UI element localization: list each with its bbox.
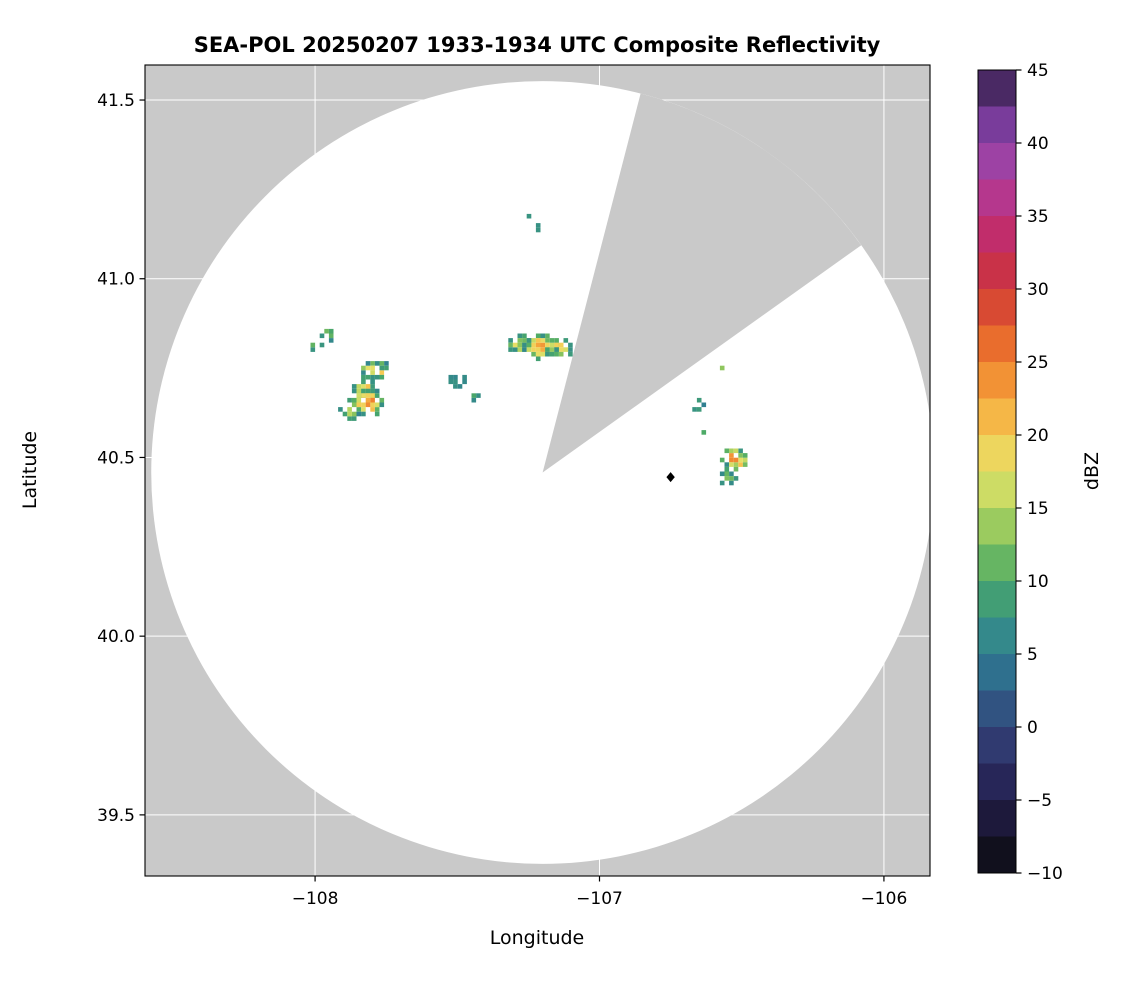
x-axis-label: Longitude bbox=[490, 927, 585, 949]
y-axis-label: Latitude bbox=[19, 431, 41, 509]
reflectivity-echoes bbox=[310, 213, 748, 486]
station-marker bbox=[666, 472, 675, 483]
svg-text:40.5: 40.5 bbox=[97, 448, 135, 468]
svg-text:40: 40 bbox=[1027, 134, 1049, 154]
svg-text:40.0: 40.0 bbox=[97, 627, 135, 647]
svg-text:45: 45 bbox=[1027, 61, 1049, 81]
svg-text:20: 20 bbox=[1027, 426, 1049, 446]
svg-text:−10: −10 bbox=[1027, 864, 1063, 884]
colorbar-label: dBZ bbox=[1081, 452, 1103, 490]
svg-text:5: 5 bbox=[1027, 645, 1038, 665]
colorbar: −10 −5 0 5 10 15 20 25 30 35 40 45 bbox=[977, 61, 1063, 884]
svg-text:−107: −107 bbox=[576, 889, 623, 909]
chart-title: SEA-POL 20250207 1933-1934 UTC Composite… bbox=[194, 33, 881, 57]
svg-text:15: 15 bbox=[1027, 499, 1049, 519]
svg-text:−106: −106 bbox=[861, 889, 908, 909]
axes-frame-and-ticks: −108 −107 −106 39.5 40.0 40.5 41.0 41.5 bbox=[97, 64, 931, 909]
svg-text:39.5: 39.5 bbox=[97, 806, 135, 826]
radar-coverage-circle bbox=[151, 81, 930, 864]
svg-text:30: 30 bbox=[1027, 280, 1049, 300]
svg-text:41.5: 41.5 bbox=[97, 91, 135, 111]
svg-text:−5: −5 bbox=[1027, 791, 1052, 811]
svg-text:0: 0 bbox=[1027, 718, 1038, 738]
svg-text:−108: −108 bbox=[292, 889, 339, 909]
svg-text:25: 25 bbox=[1027, 353, 1049, 373]
svg-text:10: 10 bbox=[1027, 572, 1049, 592]
svg-text:41.0: 41.0 bbox=[97, 270, 135, 290]
svg-text:35: 35 bbox=[1027, 207, 1049, 227]
